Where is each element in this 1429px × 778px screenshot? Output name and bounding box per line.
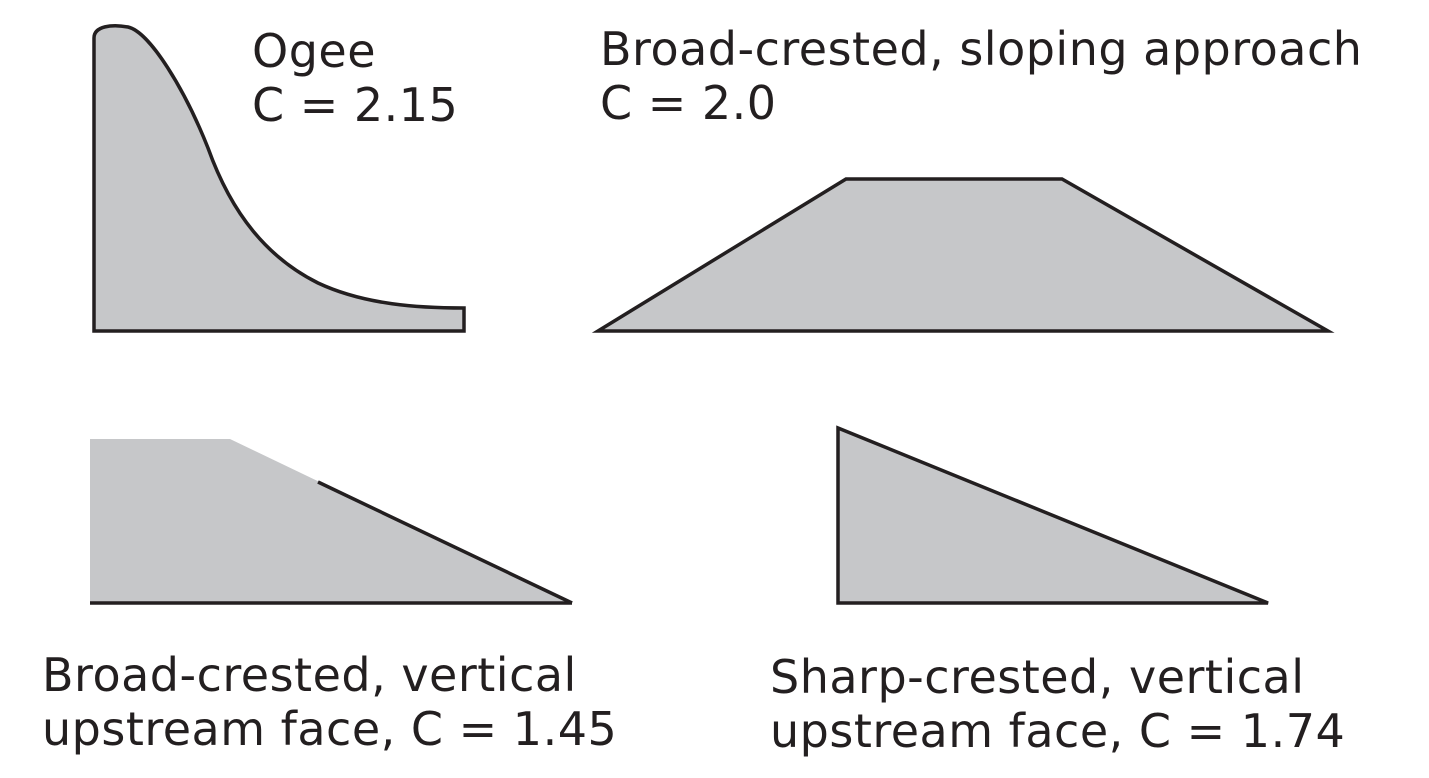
broad-crested-vertical-slope-edge: [317, 480, 573, 605]
broad-vertical-line1: Broad-crested, vertical: [42, 648, 577, 702]
ogee-label: Ogee C = 2.15: [252, 24, 458, 132]
broad-sloping-coefficient: C = 2.0: [600, 76, 777, 130]
broad-crested-vertical-shape: [90, 439, 572, 603]
sharp-vertical-label: Sharp-crested, vertical upstream face, C…: [770, 650, 1345, 758]
ogee-coefficient: C = 2.15: [252, 78, 459, 132]
broad-sloping-label: Broad-crested, sloping approach C = 2.0: [600, 22, 1362, 130]
ogee-name: Ogee: [252, 24, 377, 78]
sharp-vertical-line2: upstream face, C = 1.74: [770, 704, 1346, 758]
broad-vertical-label: Broad-crested, vertical upstream face, C…: [42, 648, 617, 756]
broad-sloping-name: Broad-crested, sloping approach: [600, 22, 1363, 76]
broad-vertical-line2: upstream face, C = 1.45: [42, 702, 618, 756]
ogee-weir-shape: [92, 24, 466, 333]
sharp-crested-vertical-shape: [836, 425, 1269, 605]
broad-crested-sloping-shape: [591, 177, 1335, 333]
sharp-vertical-line1: Sharp-crested, vertical: [770, 650, 1305, 704]
